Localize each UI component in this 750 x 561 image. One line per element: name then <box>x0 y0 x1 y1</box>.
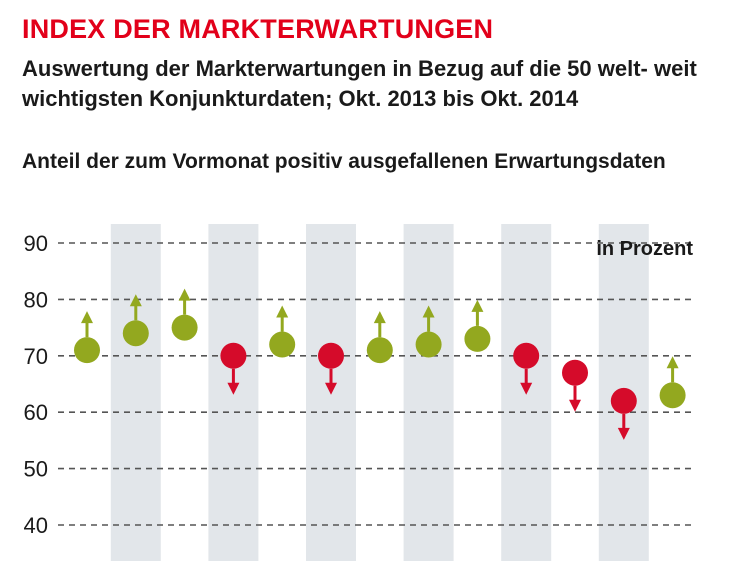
data-point-marker <box>562 359 588 386</box>
data-point <box>171 288 198 341</box>
chart-subtitle: Auswertung der Markterwartungen in Bezug… <box>22 56 697 111</box>
y-tick-label: 60 <box>24 400 48 425</box>
data-point <box>74 311 100 364</box>
up-arrow-icon <box>178 288 191 301</box>
column-band <box>403 224 454 561</box>
data-point-marker <box>610 387 637 414</box>
data-point-marker <box>171 314 198 341</box>
data-point-marker <box>366 337 393 364</box>
down-arrow-icon <box>520 382 533 395</box>
data-point-marker <box>220 342 247 369</box>
unit-label: in Prozent <box>596 238 693 260</box>
data-point <box>610 387 637 440</box>
data-point-marker <box>318 342 344 369</box>
down-arrow-icon <box>325 382 337 395</box>
data-point-marker <box>415 331 442 358</box>
data-point-marker <box>74 337 100 364</box>
data-point-marker <box>464 325 491 352</box>
data-point <box>220 342 247 395</box>
data-point-marker <box>659 382 686 409</box>
down-arrow-icon <box>227 382 240 395</box>
up-arrow-icon <box>276 305 289 318</box>
up-arrow-icon <box>129 294 142 307</box>
up-arrow-icon <box>373 311 386 324</box>
data-point <box>318 342 344 395</box>
column-band <box>110 224 161 561</box>
data-point-marker <box>513 342 540 369</box>
down-arrow-icon <box>569 399 581 412</box>
y-tick-label: 90 <box>24 231 48 256</box>
up-arrow-icon <box>81 311 93 324</box>
data-point-marker <box>269 331 296 358</box>
data-point <box>269 305 296 358</box>
data-point-marker <box>122 320 149 347</box>
y-tick-label: 40 <box>24 513 48 538</box>
data-point <box>464 299 491 352</box>
up-arrow-icon <box>666 356 679 369</box>
data-point <box>562 359 588 412</box>
up-arrow-icon <box>471 299 484 312</box>
y-tick-label: 50 <box>24 457 48 482</box>
y-axis-label: Anteil der zum Vormonat positiv ausgefal… <box>22 150 666 173</box>
y-tick-label: 70 <box>24 344 48 369</box>
data-point <box>415 305 442 358</box>
data-point <box>513 342 540 395</box>
down-arrow-icon <box>617 427 630 440</box>
data-point <box>659 356 686 409</box>
data-point <box>366 311 393 364</box>
y-tick-label: 80 <box>24 287 48 312</box>
data-point <box>122 294 149 347</box>
chart-title: INDEX DER MARKTERWARTUNGEN <box>22 14 494 44</box>
up-arrow-icon <box>422 305 435 318</box>
